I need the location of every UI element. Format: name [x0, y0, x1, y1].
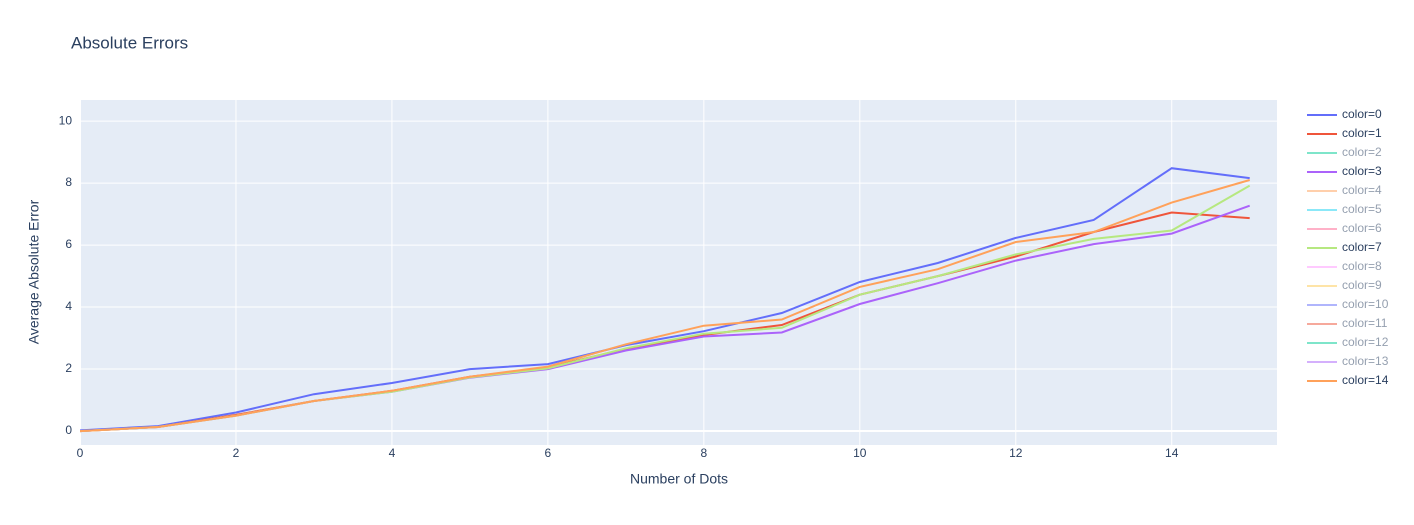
y-tick-label: 6 [65, 237, 72, 251]
legend-label: color=7 [1342, 240, 1382, 254]
x-tick-label: 14 [1165, 446, 1179, 460]
legend-label: color=3 [1342, 164, 1382, 178]
x-tick-label: 2 [233, 446, 240, 460]
x-tick-label: 0 [77, 446, 84, 460]
legend-label: color=4 [1342, 183, 1382, 197]
y-axis-title: Average Absolute Error [26, 199, 42, 344]
legend-label: color=1 [1342, 126, 1382, 140]
x-tick-label: 6 [545, 446, 552, 460]
legend-label: color=8 [1342, 259, 1382, 273]
y-tick-label: 8 [65, 175, 72, 189]
chart-title: Absolute Errors [71, 33, 188, 52]
labels: 0 2 4 6 8 10 0 2 4 6 8 10 12 14 color=0 color=1 color=2 c… [59, 107, 1389, 460]
y-tick-label: 4 [65, 299, 72, 313]
x-tick-label: 8 [700, 446, 707, 460]
plot-background [80, 100, 1277, 445]
legend-label: color=10 [1342, 297, 1389, 311]
legend-label: color=0 [1342, 107, 1382, 121]
legend-label: color=9 [1342, 278, 1382, 292]
x-tick-label: 12 [1009, 446, 1023, 460]
legend-label: color=12 [1342, 335, 1389, 349]
series-line [80, 167, 1250, 432]
y-tick-label: 2 [65, 361, 72, 375]
x-tick-label: 10 [853, 446, 867, 460]
x-axis-title: Number of Dots [630, 471, 728, 487]
legend-label: color=6 [1342, 221, 1382, 235]
x-tick-label: 4 [389, 446, 396, 460]
y-tick-label: 10 [59, 113, 73, 127]
legend-label: color=5 [1342, 202, 1382, 216]
legend-label: color=2 [1342, 145, 1382, 159]
grid [79, 100, 1277, 445]
y-tick-label: 0 [65, 423, 72, 437]
series-line [80, 179, 1250, 433]
legend-label: color=13 [1342, 354, 1389, 368]
lines [80, 167, 1251, 433]
legend-label: color=14 [1342, 373, 1389, 387]
legend-label: color=11 [1342, 316, 1388, 330]
